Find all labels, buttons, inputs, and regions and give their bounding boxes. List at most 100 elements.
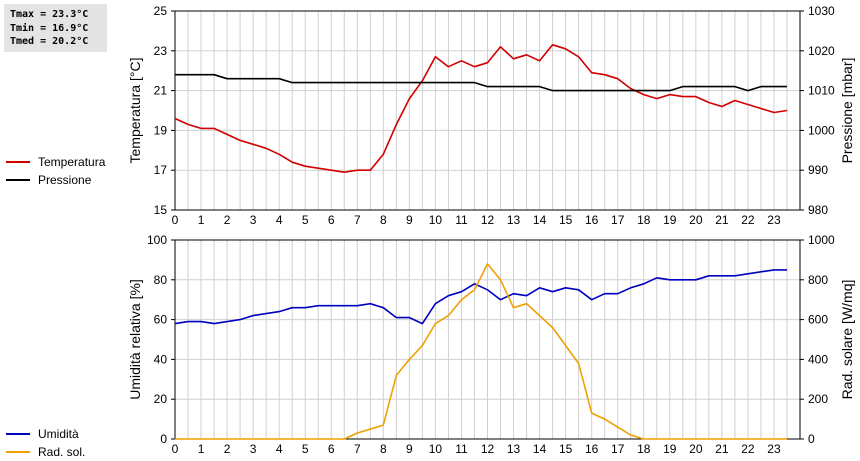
x-tick-label: 22 — [741, 442, 755, 456]
legend-swatch-umidita — [6, 433, 30, 435]
x-tick-label: 5 — [302, 213, 309, 227]
plot-frame — [174, 239, 801, 440]
y2-axis-title: Pressione [mbar] — [839, 58, 855, 164]
y2-tick-label: 1000 — [808, 233, 835, 247]
x-tick-label: 13 — [507, 442, 521, 456]
x-tick-label: 12 — [481, 213, 495, 227]
tmax-label: Tmax = 23.3°C — [10, 9, 89, 20]
x-tick-label: 3 — [250, 442, 257, 456]
series-line-temperatura — [174, 43, 788, 173]
y2-tick-label: 800 — [808, 273, 828, 287]
y2-tick-label: 1030 — [808, 4, 835, 18]
x-tick-label: 0 — [172, 213, 179, 227]
x-tick-label: 6 — [328, 213, 335, 227]
legend-label-temperatura: Temperatura — [38, 155, 106, 169]
x-tick-label: 7 — [354, 213, 361, 227]
legend-label-umidita: Umidità — [38, 427, 79, 441]
x-tick-label: 16 — [585, 213, 599, 227]
y2-tick-label: 400 — [808, 352, 828, 366]
legend-item: Rad. sol. — [6, 443, 85, 461]
x-tick-label: 2 — [224, 213, 231, 227]
x-tick-label: 13 — [507, 213, 521, 227]
plot-frame — [174, 10, 801, 211]
x-tick-label: 16 — [585, 442, 599, 456]
y-axis-title: Temperatura [°C] — [127, 58, 143, 164]
tmed-label: Tmed = 20.2°C — [10, 36, 89, 47]
x-tick-label: 8 — [380, 442, 387, 456]
y2-tick-label: 1010 — [808, 84, 835, 98]
x-tick-label: 17 — [611, 442, 625, 456]
x-tick-label: 4 — [276, 442, 283, 456]
x-tick-label: 11 — [455, 213, 468, 227]
legend-label-rad-sol: Rad. sol. — [38, 445, 86, 459]
x-tick-label: 12 — [481, 442, 495, 456]
y2-tick-label: 980 — [808, 203, 828, 217]
tmin-label: Tmin = 16.9°C — [10, 22, 89, 34]
y-tick-label: 40 — [154, 352, 168, 366]
y2-tick-label: 600 — [808, 313, 828, 327]
y-tick-label: 15 — [154, 203, 168, 217]
y-tick-label: 17 — [154, 163, 168, 177]
x-tick-label: 15 — [559, 213, 573, 227]
x-tick-label: 15 — [559, 442, 573, 456]
x-tick-label: 1 — [198, 213, 205, 227]
x-tick-label: 10 — [429, 213, 443, 227]
series-line-umidit — [174, 269, 787, 325]
x-tick-label: 19 — [663, 442, 677, 456]
x-tick-label: 9 — [406, 442, 413, 456]
legend-label-pressione: Pressione — [38, 173, 92, 187]
legend-item: Temperatura — [6, 153, 105, 171]
top-chart-legend: Temperatura Pressione — [6, 153, 105, 189]
y-tick-label: 100 — [147, 233, 167, 247]
series-line-pressione — [175, 73, 787, 92]
x-tick-label: 23 — [767, 442, 781, 456]
x-tick-label: 8 — [380, 213, 387, 227]
x-tick-label: 21 — [715, 213, 729, 227]
bottom-chart-legend: Umidità Rad. sol. — [6, 425, 85, 461]
x-tick-label: 10 — [429, 442, 443, 456]
legend-swatch-rad-sol — [6, 451, 30, 453]
x-tick-label: 21 — [715, 442, 729, 456]
x-tick-label: 7 — [354, 442, 361, 456]
y2-tick-label: 1020 — [808, 44, 835, 58]
y-tick-label: 23 — [154, 44, 168, 58]
y2-axis-title: Rad. solare [W/mq] — [839, 280, 855, 400]
x-tick-label: 20 — [689, 442, 703, 456]
y-tick-label: 25 — [154, 4, 168, 18]
y-tick-label: 60 — [154, 313, 168, 327]
y-tick-label: 20 — [154, 392, 168, 406]
legend-swatch-temperatura — [6, 161, 30, 163]
x-tick-label: 0 — [172, 442, 179, 456]
series-line-rad-sol — [175, 263, 787, 440]
x-tick-label: 6 — [328, 442, 335, 456]
x-tick-label: 4 — [276, 213, 283, 227]
y-tick-label: 80 — [154, 273, 168, 287]
y-tick-label: 19 — [154, 123, 168, 137]
x-tick-label: 14 — [533, 442, 547, 456]
x-tick-label: 19 — [663, 213, 677, 227]
x-tick-label: 3 — [250, 213, 257, 227]
y-tick-label: 21 — [154, 84, 168, 98]
x-tick-label: 18 — [637, 213, 651, 227]
x-tick-label: 11 — [455, 442, 468, 456]
stats-box: Tmax = 23.3°C Tmin = 16.9°C Tmed = 20.2°… — [4, 4, 107, 52]
y2-tick-label: 0 — [808, 432, 815, 446]
x-tick-label: 20 — [689, 213, 703, 227]
x-tick-label: 23 — [767, 213, 781, 227]
x-tick-label: 18 — [637, 442, 651, 456]
x-tick-label: 22 — [741, 213, 755, 227]
y2-tick-label: 1000 — [808, 123, 835, 137]
x-tick-label: 1 — [198, 442, 205, 456]
legend-swatch-pressione — [6, 179, 30, 181]
x-tick-label: 2 — [224, 442, 231, 456]
x-tick-label: 9 — [406, 213, 413, 227]
legend-item: Pressione — [6, 171, 105, 189]
legend-item: Umidità — [6, 425, 85, 443]
y2-tick-label: 990 — [808, 163, 828, 177]
x-tick-label: 17 — [611, 213, 625, 227]
y-axis-title: Umidità relativa [%] — [127, 279, 143, 400]
x-tick-label: 14 — [533, 213, 547, 227]
y2-tick-label: 200 — [808, 392, 828, 406]
y-tick-label: 0 — [160, 432, 167, 446]
